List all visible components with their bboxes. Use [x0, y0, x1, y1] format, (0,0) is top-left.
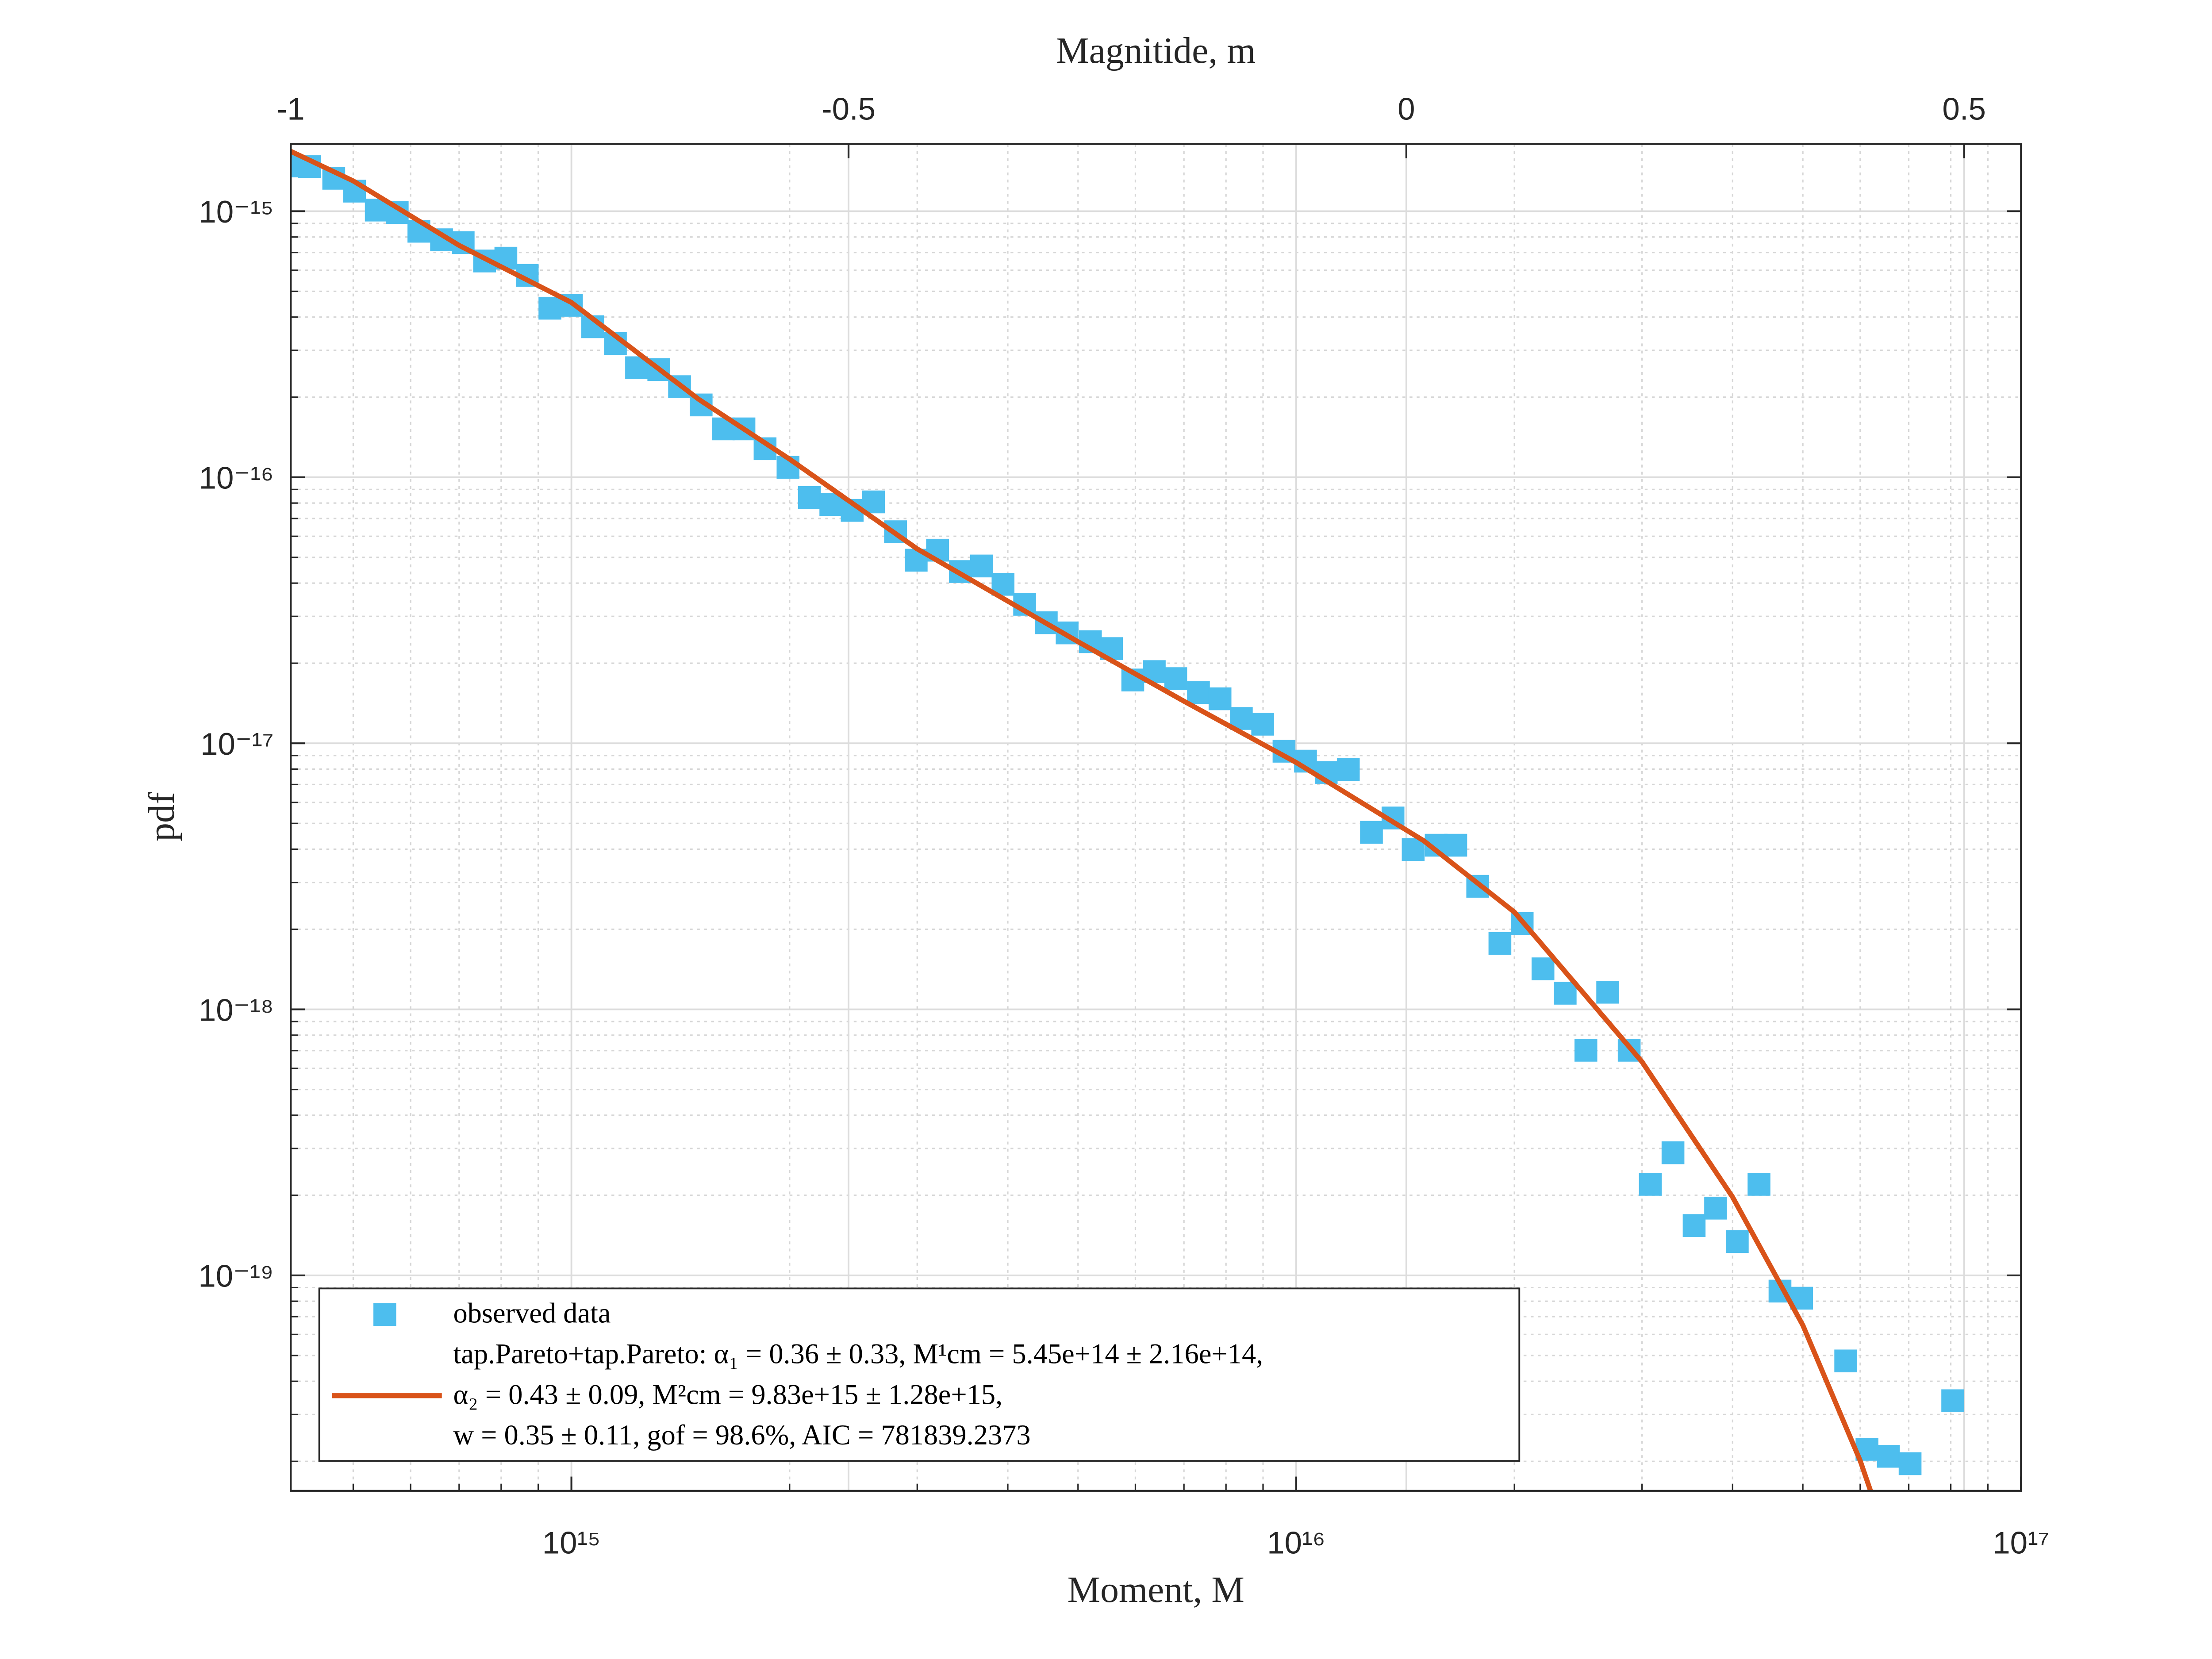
x-tick-label: 10¹⁷ [1993, 1526, 2049, 1561]
data-point [1187, 681, 1210, 704]
legend-label: observed data [453, 1298, 611, 1329]
data-point [798, 486, 821, 509]
legend-marker [373, 1303, 396, 1326]
data-point [1596, 981, 1619, 1004]
data-point [1531, 957, 1555, 980]
data-point [1834, 1349, 1857, 1373]
x-axis-label: Moment, M [1068, 1569, 1244, 1610]
data-point [1336, 758, 1360, 781]
data-point [1402, 838, 1425, 861]
data-point [1898, 1452, 1922, 1475]
data-point [1661, 1141, 1685, 1164]
axes-box [290, 143, 2022, 1492]
legend-label: tap.Pareto+tap.Pareto: α₁ = 0.36 ± 0.33,… [453, 1338, 1263, 1451]
data-point [1488, 932, 1512, 955]
data-point [1208, 687, 1232, 710]
x2-tick-label: -0.5 [822, 92, 876, 127]
data-point [1251, 713, 1274, 736]
data-point [1747, 1173, 1770, 1196]
y-tick-label: 10⁻¹⁵ [199, 195, 273, 230]
y-axis-label: pdf [141, 792, 182, 841]
data-point [1574, 1039, 1598, 1062]
data-point [1726, 1230, 1749, 1253]
data-point [1877, 1445, 1900, 1468]
data-point [862, 490, 885, 514]
data-point [1704, 1197, 1727, 1220]
x-tick-label: 10¹⁶ [1267, 1526, 1325, 1561]
fit-line [291, 149, 1873, 1491]
data-point [1554, 982, 1577, 1005]
data-point [1164, 667, 1187, 690]
data-point [1360, 821, 1383, 844]
data-point [1639, 1173, 1662, 1196]
data-point [1444, 833, 1467, 857]
data-point [538, 296, 561, 320]
data-point [970, 554, 993, 578]
data-point [1941, 1389, 1964, 1413]
x2-tick-label: -1 [277, 92, 305, 127]
y-tick-label: 10⁻¹⁸ [199, 993, 274, 1028]
y-tick-label: 10⁻¹⁷ [200, 727, 273, 762]
data-point [1682, 1214, 1706, 1237]
x2-tick-label: 0.5 [1942, 92, 1986, 127]
y-tick-label: 10⁻¹⁹ [198, 1259, 273, 1294]
plot-area [291, 144, 2021, 1491]
x2-tick-label: 0 [1398, 92, 1415, 127]
y-tick-label: 10⁻¹⁶ [199, 461, 274, 496]
legend-box [318, 1287, 1521, 1462]
ticks: 10¹⁵ 10¹⁶ 10¹⁷ 10⁻¹⁹ 10⁻¹⁸ 10⁻¹⁷ 10⁻¹⁶ 10⁻¹⁵ -1 -… [198, 92, 2049, 1561]
x2-axis-label: Magnitide, m [1056, 30, 1256, 71]
marks [291, 149, 1964, 1491]
data-point [819, 493, 842, 516]
legend: observed data tap.Pareto+tap.Pareto: α₁ =… [318, 1287, 1521, 1462]
x-tick-label: 10¹⁵ [542, 1526, 601, 1561]
